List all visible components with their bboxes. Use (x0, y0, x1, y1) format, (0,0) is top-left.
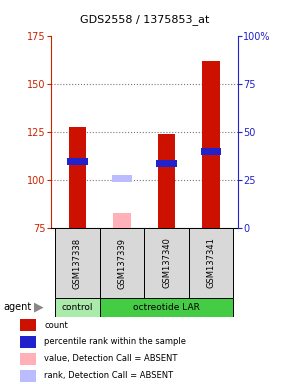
Text: octreotide LAR: octreotide LAR (133, 303, 200, 312)
Bar (20, 369, 36, 382)
Text: GSM137339: GSM137339 (117, 238, 126, 288)
Text: GSM137340: GSM137340 (162, 238, 171, 288)
Text: GDS2558 / 1375853_at: GDS2558 / 1375853_at (80, 14, 210, 25)
Bar (113, 213, 131, 228)
Bar (201, 148, 221, 155)
Text: count: count (44, 321, 68, 330)
Text: rank, Detection Call = ABSENT: rank, Detection Call = ABSENT (44, 371, 173, 380)
Bar (67, 158, 88, 165)
Text: percentile rank within the sample: percentile rank within the sample (44, 338, 186, 346)
Bar (158, 134, 175, 228)
Bar (100, 228, 144, 298)
Bar (55, 298, 100, 317)
Text: GSM137338: GSM137338 (73, 237, 82, 289)
Bar (144, 228, 189, 298)
Text: ▶: ▶ (34, 301, 44, 314)
Bar (202, 61, 220, 228)
Text: GSM137341: GSM137341 (206, 238, 215, 288)
Bar (55, 228, 100, 298)
Text: agent: agent (3, 302, 31, 312)
Bar (20, 336, 36, 348)
Bar (20, 319, 36, 331)
Bar (100, 298, 233, 317)
Text: value, Detection Call = ABSENT: value, Detection Call = ABSENT (44, 354, 178, 363)
Bar (20, 353, 36, 365)
Bar (112, 175, 132, 182)
Bar (68, 127, 86, 228)
Bar (189, 228, 233, 298)
Text: control: control (62, 303, 93, 312)
Bar (156, 160, 177, 167)
